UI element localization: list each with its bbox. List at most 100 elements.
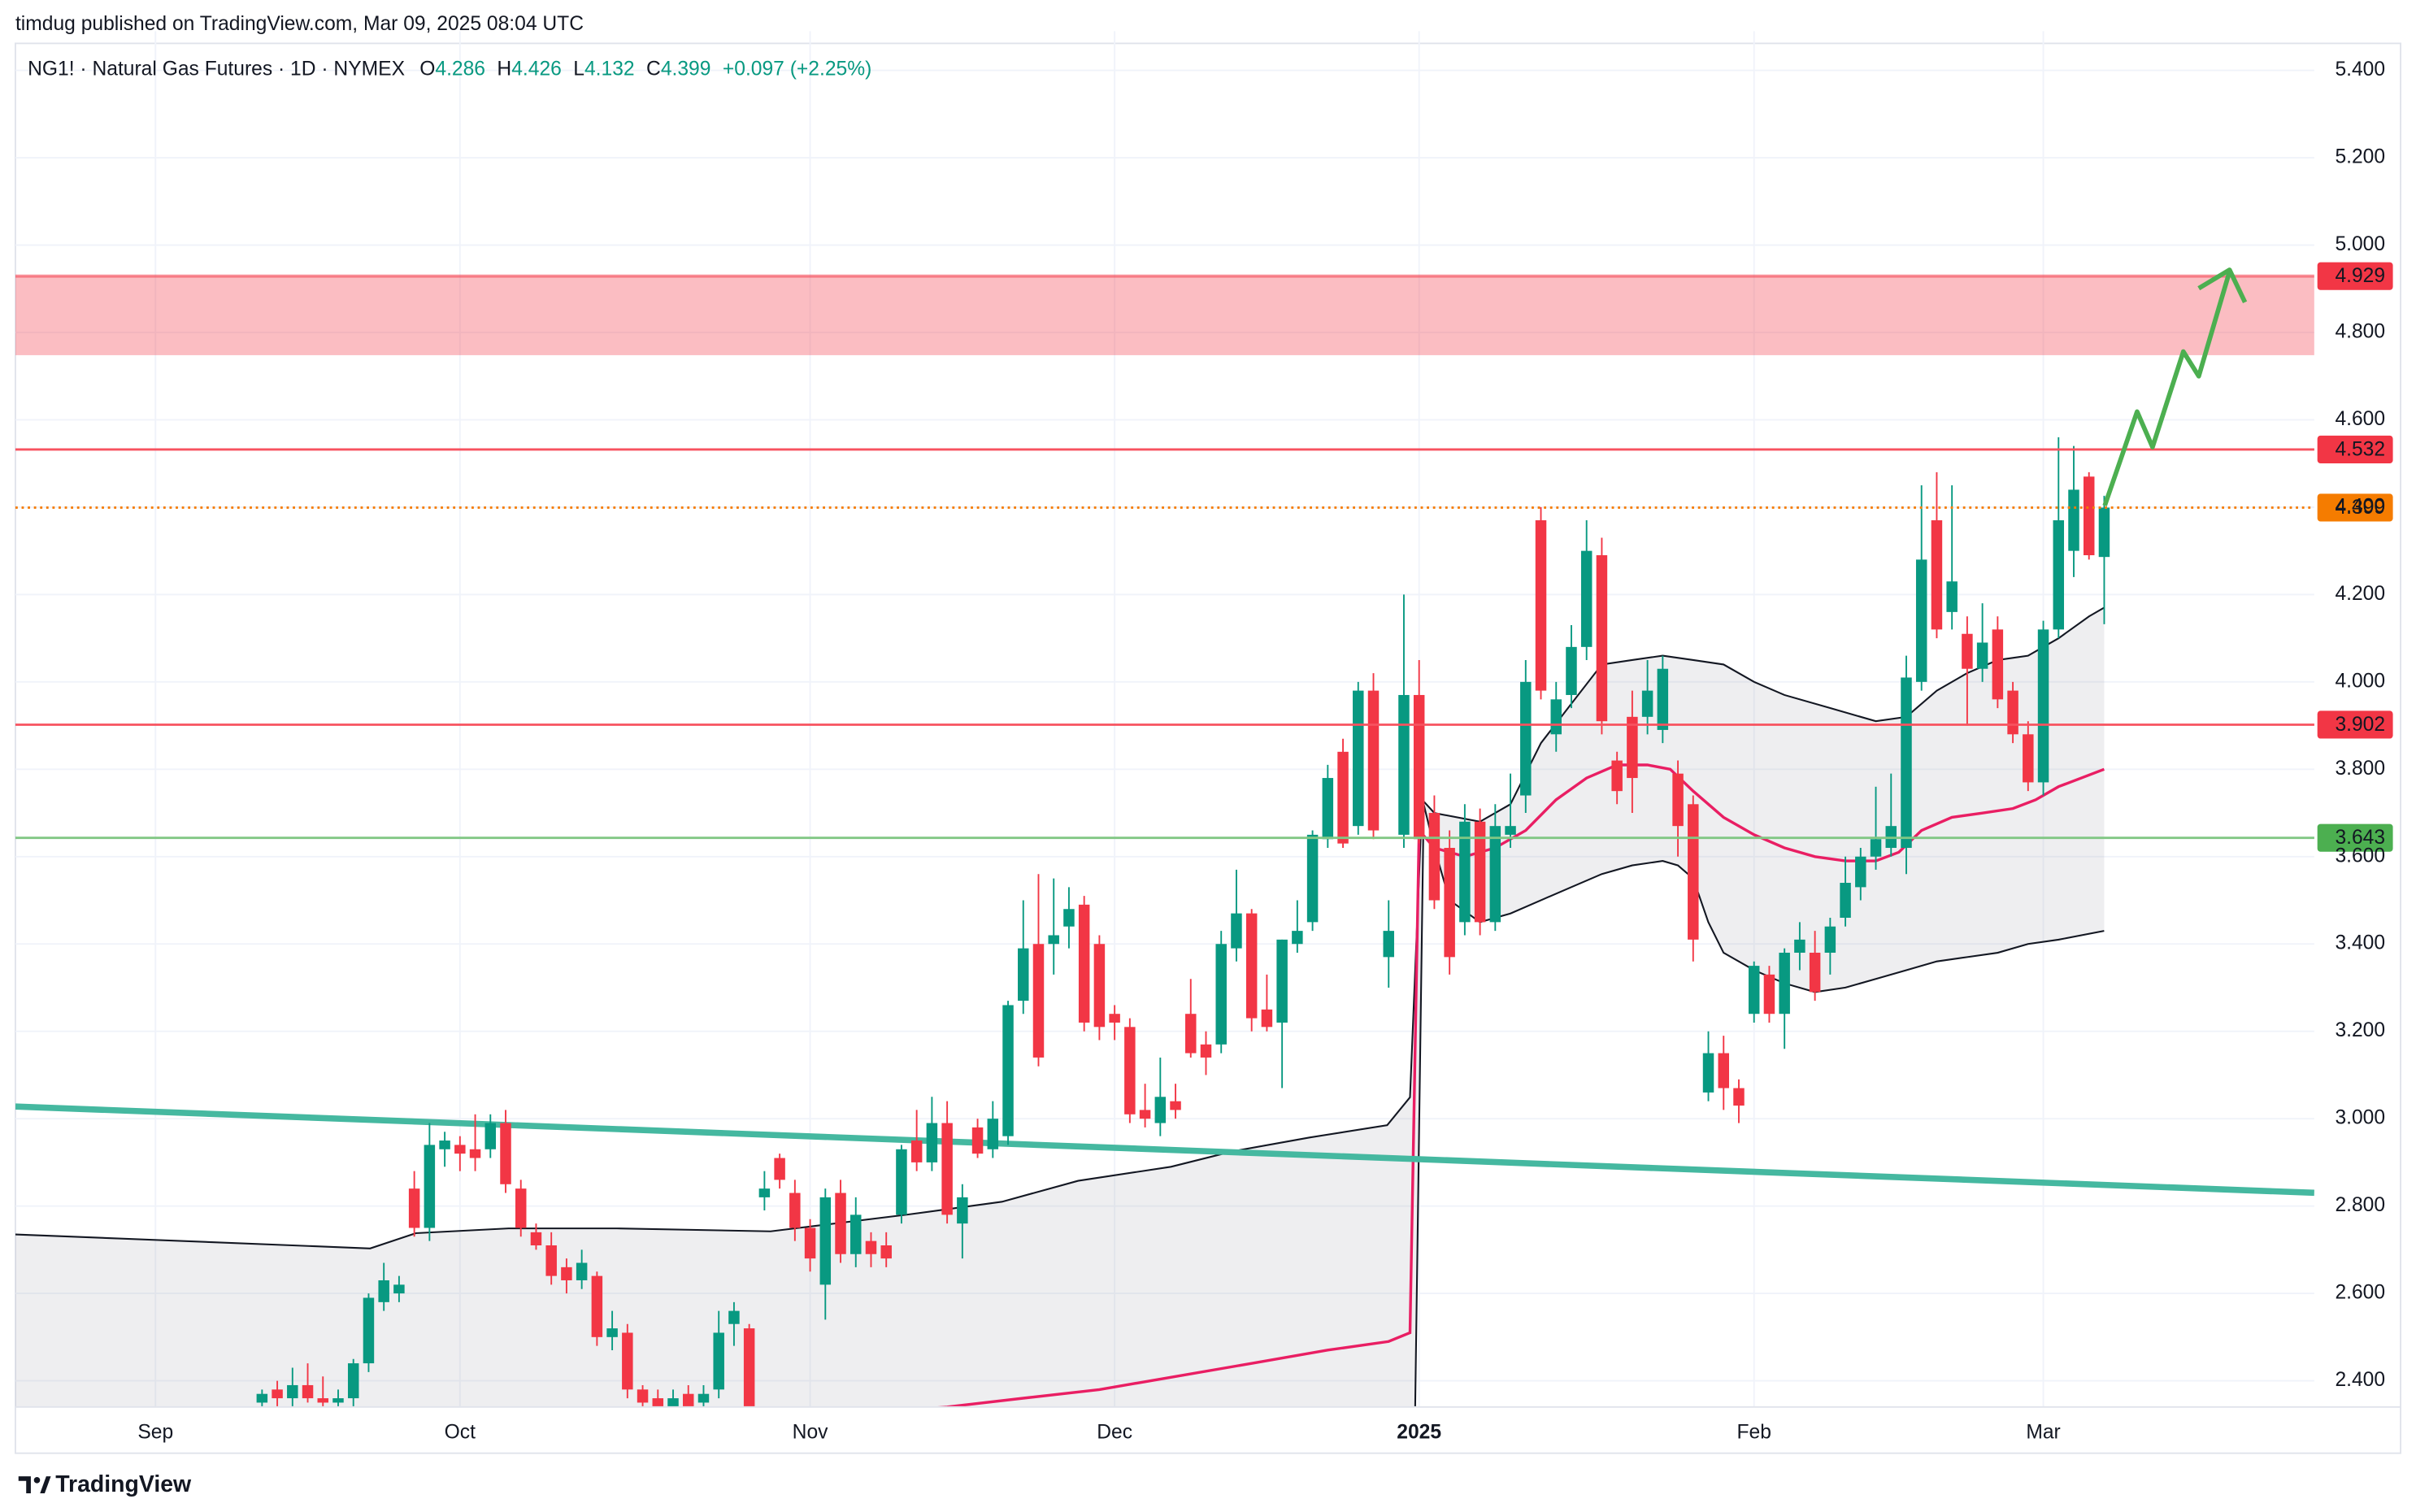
candle-body <box>1505 826 1516 835</box>
y-tick-label: 4.800 <box>2335 320 2385 342</box>
candle-body <box>1459 821 1471 923</box>
change: +0.097 (+2.25%) <box>723 58 871 80</box>
ohlc-label: O <box>419 58 435 80</box>
candle-body <box>1535 520 1547 691</box>
candle-body <box>1779 952 1790 1015</box>
candle-body <box>378 1280 389 1302</box>
y-tick-label: 4.600 <box>2335 408 2385 430</box>
candle-body <box>515 1188 527 1228</box>
candle-body <box>1672 773 1684 827</box>
logo-mark <box>18 1476 31 1493</box>
candle-body <box>1550 699 1562 735</box>
candle-body <box>2023 734 2034 783</box>
logo-mark <box>40 1476 51 1493</box>
candle-body <box>865 1240 877 1254</box>
candle-body <box>1962 633 1973 669</box>
ohlc-label: C <box>646 58 661 80</box>
candle-body <box>1718 1053 1729 1088</box>
drawings <box>15 1103 2314 1197</box>
price-label-box <box>2317 262 2393 290</box>
candle-body <box>1474 821 1486 923</box>
candle-body <box>1018 948 1029 1001</box>
arrow-path <box>2102 271 2232 506</box>
candle-body <box>1520 681 1532 796</box>
candle-body <box>256 1393 268 1403</box>
candle-body <box>1306 834 1319 923</box>
candle-body <box>896 1149 907 1215</box>
candle-body <box>500 1123 511 1184</box>
candle-body <box>545 1245 557 1276</box>
candle-body <box>1413 694 1425 840</box>
candle-body <box>1002 1005 1014 1136</box>
candle-body <box>1139 1110 1151 1119</box>
brand-logo: TradingView <box>18 1471 192 1497</box>
candle-body <box>1444 848 1455 958</box>
symbol-line: NG1! · Natural Gas Futures · 1D · NYMEX … <box>28 58 871 80</box>
candle-body <box>1870 839 1882 857</box>
candle-body <box>1276 939 1288 1023</box>
candle-body <box>1322 778 1334 840</box>
candle-body <box>1824 926 1836 953</box>
candle-body <box>971 1127 984 1154</box>
price-label-box <box>2317 435 2393 464</box>
candle-body <box>2098 507 2110 558</box>
x-tick-label: Dec <box>1097 1422 1132 1444</box>
candle-body <box>302 1384 314 1399</box>
candle-body <box>1931 520 1943 630</box>
candle-body <box>652 1398 664 1407</box>
x-tick-label: Nov <box>793 1422 828 1444</box>
candle-body <box>1976 642 1988 669</box>
candle-body <box>774 1158 785 1180</box>
x-tick-label: Oct <box>445 1422 476 1444</box>
resistance-zone <box>15 276 2314 355</box>
price-label: 4.929 <box>2335 265 2385 287</box>
candle-body <box>1109 1014 1120 1023</box>
candle-body <box>697 1393 710 1403</box>
candle-body <box>1794 939 1805 953</box>
y-tick-label: 2.800 <box>2335 1194 2385 1216</box>
candle-body <box>1611 760 1623 792</box>
candle-body <box>1855 856 1866 888</box>
candle-body <box>1915 559 1927 682</box>
candle-body <box>910 1141 923 1162</box>
candle-body <box>1489 826 1501 923</box>
candle-body <box>1641 690 1653 717</box>
candle-body <box>469 1149 481 1158</box>
candle-body <box>1657 668 1669 730</box>
candle-body <box>2083 476 2095 556</box>
candle-body <box>591 1275 603 1337</box>
y-tick-label: 3.600 <box>2335 845 2385 867</box>
candle-body <box>408 1188 420 1228</box>
candle-body <box>1231 913 1242 949</box>
candle-body <box>1245 913 1258 1019</box>
candle-body <box>347 1363 359 1399</box>
y-tick-label: 3.800 <box>2335 758 2385 780</box>
candle-body <box>1353 690 1364 827</box>
y-tick-label: 3.200 <box>2335 1019 2385 1041</box>
candle-body <box>2053 520 2065 630</box>
candles <box>256 437 2110 1407</box>
candle-body <box>713 1332 724 1390</box>
candle-body <box>957 1197 968 1224</box>
candle-body <box>1154 1097 1167 1123</box>
candle-body <box>454 1145 466 1154</box>
candle-body <box>576 1262 588 1280</box>
candle-body <box>1627 716 1638 779</box>
candle-body <box>1901 677 1912 849</box>
y-tick-label: 5.400 <box>2335 59 2385 80</box>
candle-body <box>1398 694 1410 835</box>
candle-body <box>1170 1101 1181 1110</box>
candle-body <box>1566 646 1577 695</box>
candle-body <box>1078 904 1090 1023</box>
candle-body <box>880 1245 892 1259</box>
arrow-head <box>2197 267 2248 304</box>
band-line <box>15 606 2105 1249</box>
ohlc-value: 4.286 <box>435 58 485 80</box>
band-fill <box>15 607 2105 1407</box>
y-tick-label: 4.000 <box>2335 670 2385 692</box>
y-tick-label: 4.200 <box>2335 583 2385 605</box>
candle-body <box>682 1393 694 1407</box>
candle-body <box>926 1123 938 1162</box>
candle-body <box>1580 550 1593 647</box>
candle-body <box>835 1193 846 1254</box>
